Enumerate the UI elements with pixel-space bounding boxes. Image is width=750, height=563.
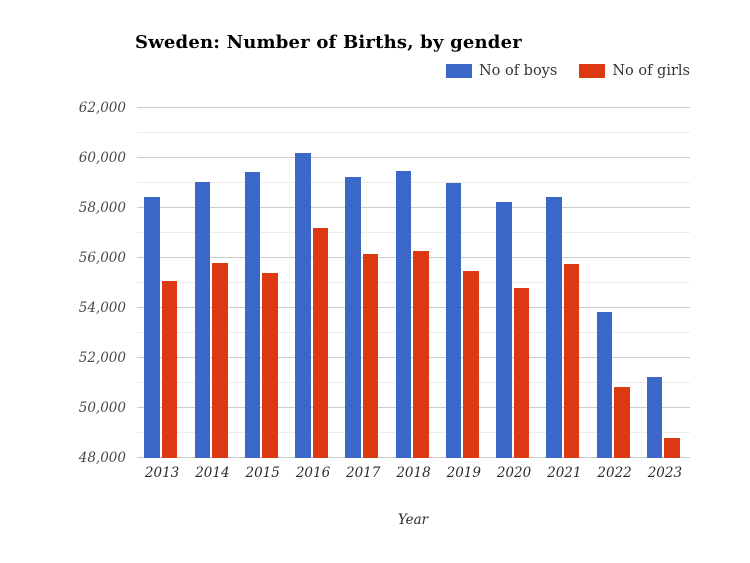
chart-title: Sweden: Number of Births, by gender [135, 32, 522, 53]
legend-item-girls: No of girls [579, 63, 690, 79]
y-tick-label-52000: 52,000 [78, 349, 126, 366]
bar-girls-2016 [312, 228, 328, 458]
bar-girls-2021 [563, 264, 580, 458]
bar-boys-2015 [244, 171, 261, 458]
bar-boys-2019 [445, 183, 462, 458]
gridline-major-62000 [137, 107, 690, 108]
y-tick-label-56000: 56,000 [78, 249, 126, 266]
bar-girls-2023 [664, 438, 680, 458]
x-tick-label-2021: 2021 [547, 465, 582, 481]
bar-boys-2023 [646, 376, 663, 458]
gridline-major-58000 [137, 207, 690, 208]
bar-girls-2019 [463, 270, 479, 458]
x-tick-label-2019: 2019 [446, 465, 481, 481]
x-tick-label-2013: 2013 [144, 465, 180, 481]
x-axis-tick-labels: 2013 2014 2015 2016 2017 2018 2019 2020 2021 2022… [137, 465, 690, 485]
y-tick-label-48000: 48,000 [78, 449, 126, 466]
bar-girls-2015 [262, 273, 278, 458]
bar-boys-2018 [395, 170, 412, 458]
bar-boys-2016 [295, 153, 311, 458]
x-tick-label-2018: 2018 [396, 465, 431, 481]
y-tick-label-54000: 54,000 [78, 299, 126, 316]
bar-girls-2013 [161, 280, 178, 458]
gridline-minor-59000 [137, 182, 690, 183]
y-tick-label-62000: 62,000 [78, 99, 126, 116]
x-tick-label-2014: 2014 [195, 465, 230, 481]
x-tick-label-2020: 2020 [496, 465, 532, 481]
bar-girls-2022 [614, 386, 630, 458]
bar-boys-2017 [345, 176, 361, 458]
x-tick-label-2023: 2023 [647, 465, 683, 481]
y-tick-label-60000: 60,000 [78, 149, 126, 166]
legend-label-girls: No of girls [612, 63, 690, 79]
y-tick-label-50000: 50,000 [78, 399, 126, 416]
gridline-minor-57000 [137, 232, 690, 233]
bar-boys-2020 [496, 201, 512, 458]
x-tick-label-2022: 2022 [597, 465, 632, 481]
y-axis-tick-labels: 48,000 50,000 52,000 54,000 56,000 58,000 60,0… [0, 101, 126, 464]
bar-boys-2013 [144, 196, 160, 458]
bar-girls-2017 [362, 254, 379, 458]
bar-girls-2018 [413, 250, 429, 458]
legend: No of boys No of girls [445, 62, 690, 80]
legend-swatch-boys-icon [445, 64, 472, 78]
gridline-minor-61000 [137, 132, 690, 134]
x-axis-title: Year [397, 512, 429, 528]
legend-swatch-girls-icon [579, 64, 606, 78]
legend-label-boys: No of boys [478, 63, 558, 79]
bar-girls-2020 [513, 288, 530, 458]
legend-item-boys: No of boys [445, 63, 558, 79]
gridline-major-60000 [137, 157, 690, 158]
bar-girls-2014 [212, 263, 228, 458]
x-tick-label-2016: 2016 [295, 465, 331, 481]
bar-boys-2022 [596, 311, 613, 458]
y-tick-label-58000: 58,000 [78, 199, 126, 216]
x-tick-label-2015: 2015 [245, 465, 280, 481]
x-tick-label-2017: 2017 [346, 465, 381, 481]
plot-area [137, 107, 690, 458]
bar-boys-2021 [546, 196, 562, 458]
bar-boys-2014 [194, 181, 210, 458]
